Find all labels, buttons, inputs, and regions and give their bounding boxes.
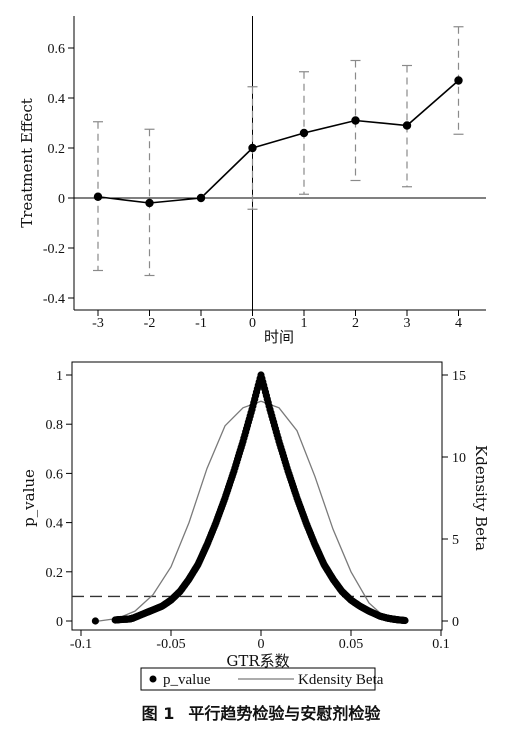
y-tick-label: 0 [56, 615, 63, 630]
y2-tick-label: 5 [452, 533, 459, 548]
x-tick-label: 0 [258, 637, 265, 652]
x-tick-label: -3 [92, 316, 104, 331]
y-tick-label: 0 [58, 192, 65, 207]
y-tick-label: 0.4 [46, 517, 64, 532]
treatment-effect-point [351, 116, 360, 125]
top-x-axis-title: 时间 [264, 328, 294, 346]
p-value-point [401, 616, 409, 625]
y-tick-label: 0.8 [46, 418, 64, 433]
y-tick-label: 0.2 [48, 142, 66, 157]
treatment-effect-line [97, 79, 460, 204]
y-tick-label: -0.4 [43, 292, 65, 307]
legend-label-kdensity: Kdensity Beta [298, 672, 384, 688]
treatment-effect-point [145, 198, 154, 208]
p-value-points [91, 371, 409, 625]
x-tick-label: -0.1 [70, 637, 92, 652]
x-tick-label: -1 [195, 316, 207, 331]
treatment-effect-point [196, 193, 206, 203]
y-tick-label: 0.4 [48, 92, 66, 107]
p-value-point [91, 617, 99, 625]
bottom-plot-frame [71, 361, 443, 631]
bottom-left-y-ticks: 0 0.2 0.4 0.6 0.8 1 [46, 369, 72, 630]
x-tick-label: 3 [404, 316, 411, 331]
y-tick-label: 0.2 [46, 566, 64, 581]
bottom-x-ticks: -0.1 -0.05 0 0.05 0.1 [70, 630, 450, 652]
x-tick-label: 0.1 [432, 637, 450, 652]
x-tick-label: 0 [249, 316, 256, 331]
bottom-x-axis-title: GTR系数 [226, 652, 289, 670]
y-tick-label: 0.6 [48, 42, 66, 57]
bottom-y-axis-title: p_value [20, 469, 38, 527]
x-tick-label: -2 [144, 316, 156, 331]
treatment-effect-point [93, 192, 103, 201]
x-tick-label: 4 [455, 316, 462, 331]
y2-tick-label: 10 [452, 451, 466, 466]
top-y-axis-title: Treatment Effect [18, 98, 36, 228]
treatment-effect-points [93, 76, 463, 208]
figure-caption: 图 1 平行趋势检验与安慰剂检验 [142, 704, 382, 723]
bottom-y2-axis-title: Kdensity Beta [472, 445, 490, 551]
treatment-effect-point [402, 121, 412, 130]
treatment-effect-point [299, 128, 309, 138]
y2-tick-label: 0 [452, 615, 459, 630]
x-tick-label: 2 [352, 316, 359, 331]
legend-label-p-value: p_value [163, 672, 211, 688]
figure-caption-text: 平行趋势检验与安慰剂检验 [188, 704, 381, 723]
legend: p_value Kdensity Beta [140, 667, 384, 691]
figure-caption-label: 图 1 [142, 704, 175, 723]
y-tick-label: 0.6 [46, 467, 64, 482]
event-study-chart: -0.4 -0.2 0 0.2 0.4 0.6 -3 -2 -1 0 1 2 3 4 Treatment… [18, 16, 486, 346]
x-tick-label: 0.05 [339, 637, 364, 652]
top-x-ticks: -3 -2 -1 0 1 2 3 4 [92, 310, 462, 331]
treatment-effect-point [248, 143, 257, 153]
legend-marker-p-value [149, 675, 157, 683]
y2-tick-label: 15 [452, 369, 466, 384]
top-y-ticks: -0.4 -0.2 0 0.2 0.4 0.6 [43, 42, 74, 307]
x-tick-label: -0.05 [156, 637, 185, 652]
treatment-effect-point [454, 76, 463, 85]
bottom-right-y-ticks: 0 5 10 15 [442, 369, 466, 630]
y-tick-label: -0.2 [43, 242, 65, 257]
x-tick-label: 1 [301, 316, 308, 331]
confidence-intervals [93, 26, 464, 277]
y-tick-label: 1 [56, 369, 63, 384]
